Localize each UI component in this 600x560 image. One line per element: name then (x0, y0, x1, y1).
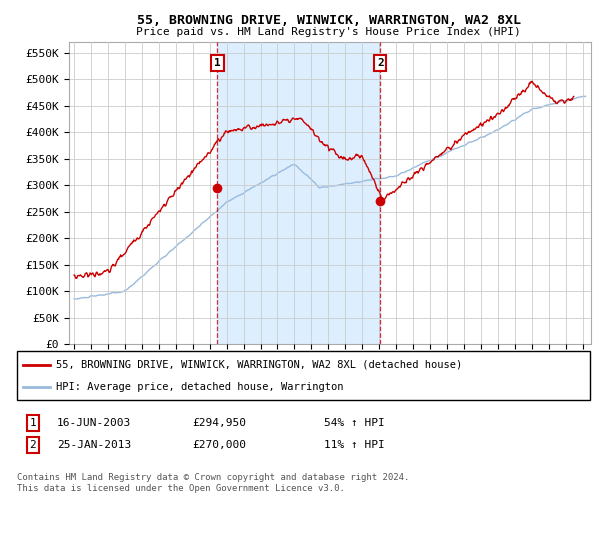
Text: 55, BROWNING DRIVE, WINWICK, WARRINGTON, WA2 8XL (detached house): 55, BROWNING DRIVE, WINWICK, WARRINGTON,… (56, 360, 462, 370)
Text: HPI: Average price, detached house, Warrington: HPI: Average price, detached house, Warr… (56, 381, 343, 391)
Bar (217, 42, 380, 344)
Text: 16-JUN-2003: 16-JUN-2003 (57, 418, 131, 428)
Text: 55, BROWNING DRIVE, WINWICK, WARRINGTON, WA2 8XL: 55, BROWNING DRIVE, WINWICK, WARRINGTON,… (137, 14, 521, 27)
Text: 2: 2 (29, 440, 37, 450)
Text: Contains HM Land Registry data © Crown copyright and database right 2024.
This d: Contains HM Land Registry data © Crown c… (17, 473, 409, 493)
Text: £270,000: £270,000 (192, 440, 246, 450)
Text: 1: 1 (214, 58, 221, 68)
Text: 2: 2 (377, 58, 384, 68)
Text: 54% ↑ HPI: 54% ↑ HPI (324, 418, 385, 428)
Text: 25-JAN-2013: 25-JAN-2013 (57, 440, 131, 450)
Text: £294,950: £294,950 (192, 418, 246, 428)
Text: 1: 1 (29, 418, 37, 428)
Text: Price paid vs. HM Land Registry's House Price Index (HPI): Price paid vs. HM Land Registry's House … (136, 27, 521, 37)
Text: 11% ↑ HPI: 11% ↑ HPI (324, 440, 385, 450)
